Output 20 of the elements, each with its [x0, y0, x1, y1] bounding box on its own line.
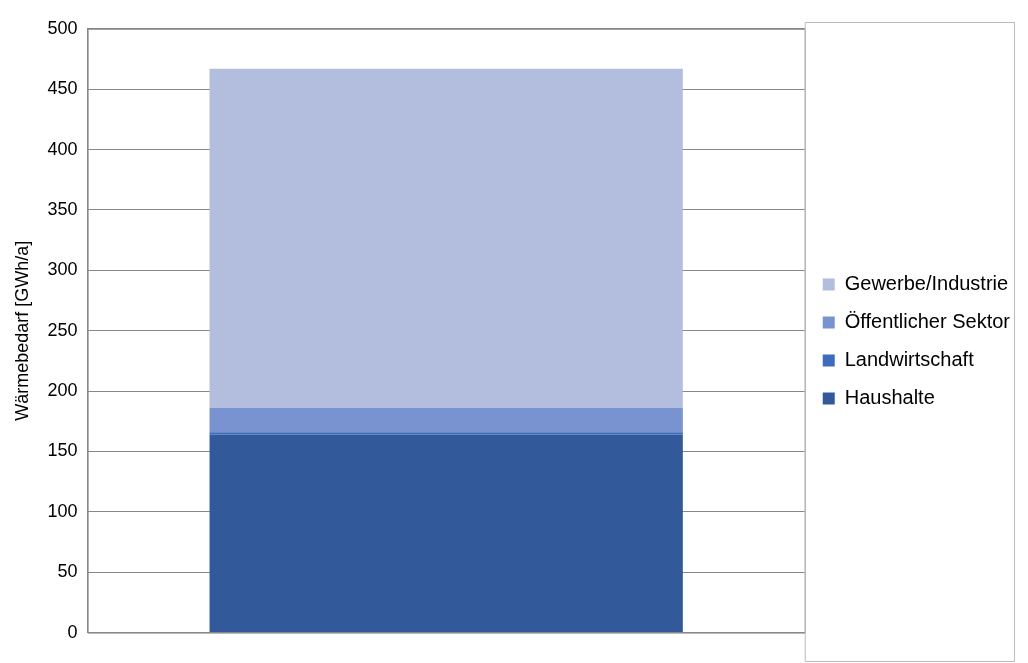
y-tick-label: 400 — [47, 138, 78, 159]
y-axis-title: Wärmebedarf [GWh/a] — [11, 240, 32, 421]
legend-label: Öffentlicher Sektor — [844, 310, 1011, 333]
y-tick-label: 450 — [47, 78, 78, 99]
bar — [209, 434, 683, 633]
legend-label: Haushalte — [844, 386, 935, 409]
y-tick-label: 300 — [47, 259, 78, 280]
y-tick-label: 50 — [57, 561, 78, 582]
y-tick-label: 100 — [47, 500, 78, 521]
bar — [209, 68, 683, 408]
y-tick-label: 250 — [47, 319, 78, 340]
y-tick-label: 200 — [47, 380, 78, 401]
legend-label: Gewerbe/Industrie — [844, 272, 1009, 295]
y-tick-label: 150 — [47, 440, 78, 461]
bar — [209, 407, 683, 433]
bar — [209, 432, 683, 435]
y-tick-label: 0 — [67, 621, 78, 642]
y-tick-label: 500 — [47, 17, 78, 38]
legend-label: Landwirtschaft — [844, 348, 975, 371]
y-tick-label: 350 — [47, 198, 78, 219]
